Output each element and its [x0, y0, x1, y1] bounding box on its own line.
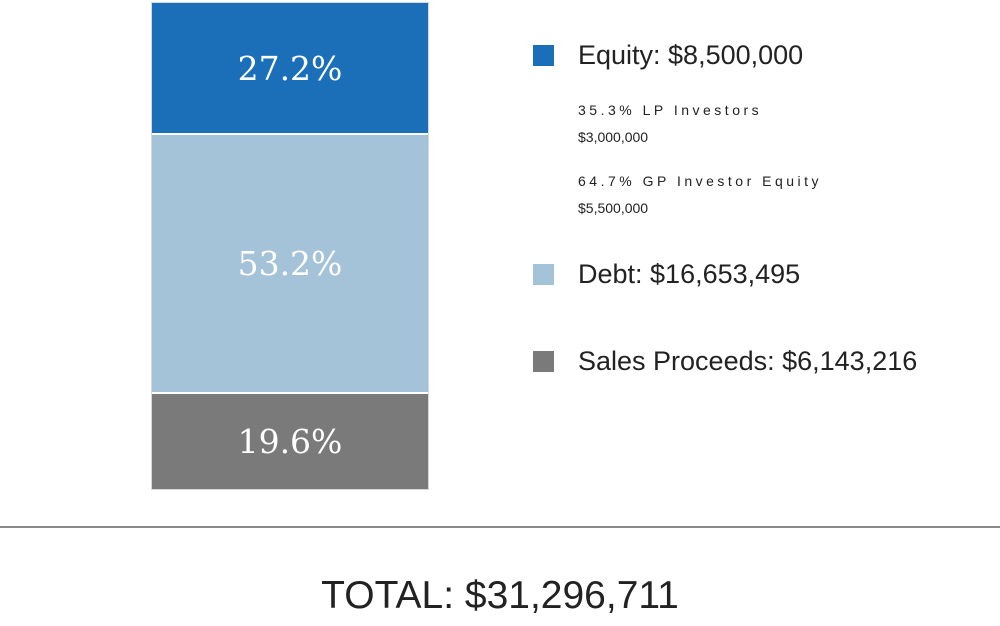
- equity-breakdown-gp: 64.7% GP Investor Equity $5,500,000: [578, 173, 822, 216]
- legend-label-debt: Debt: $16,653,495: [578, 259, 801, 289]
- segment-sales-proceeds: 19.6%: [152, 393, 428, 489]
- legend-item-debt: Debt: $16,653,495: [533, 259, 800, 290]
- stacked-bar: 27.2% 53.2% 19.6%: [151, 2, 429, 490]
- lp-investors-amount: $3,000,000: [578, 129, 649, 145]
- legend-swatch-sales-proceeds: [533, 351, 554, 372]
- segment-equity: 27.2%: [152, 3, 428, 136]
- gp-investor-equity-percent: 64.7% GP Investor Equity: [578, 173, 823, 189]
- lp-investors-percent: 35.3% LP Investors: [578, 102, 763, 118]
- legend-swatch-debt: [533, 264, 554, 285]
- legend-label-equity: Equity: $8,500,000: [578, 40, 804, 70]
- segment-label-sales-proceeds: 19.6%: [237, 421, 343, 461]
- gp-investor-equity-amount: $5,500,000: [578, 200, 649, 216]
- divider: [0, 526, 1000, 528]
- segment-label-equity: 27.2%: [237, 48, 343, 88]
- legend-swatch-equity: [533, 45, 554, 66]
- segment-debt: 53.2%: [152, 135, 428, 394]
- equity-breakdown-lp: 35.3% LP Investors $3,000,000: [578, 102, 762, 145]
- total-value: TOTAL: $31,296,711: [321, 574, 679, 617]
- legend-item-sales-proceeds: Sales Proceeds: $6,143,216: [533, 346, 917, 377]
- segment-label-debt: 53.2%: [237, 243, 343, 283]
- legend-label-sales-proceeds: Sales Proceeds: $6,143,216: [578, 346, 918, 376]
- legend-item-equity: Equity: $8,500,000: [533, 40, 803, 71]
